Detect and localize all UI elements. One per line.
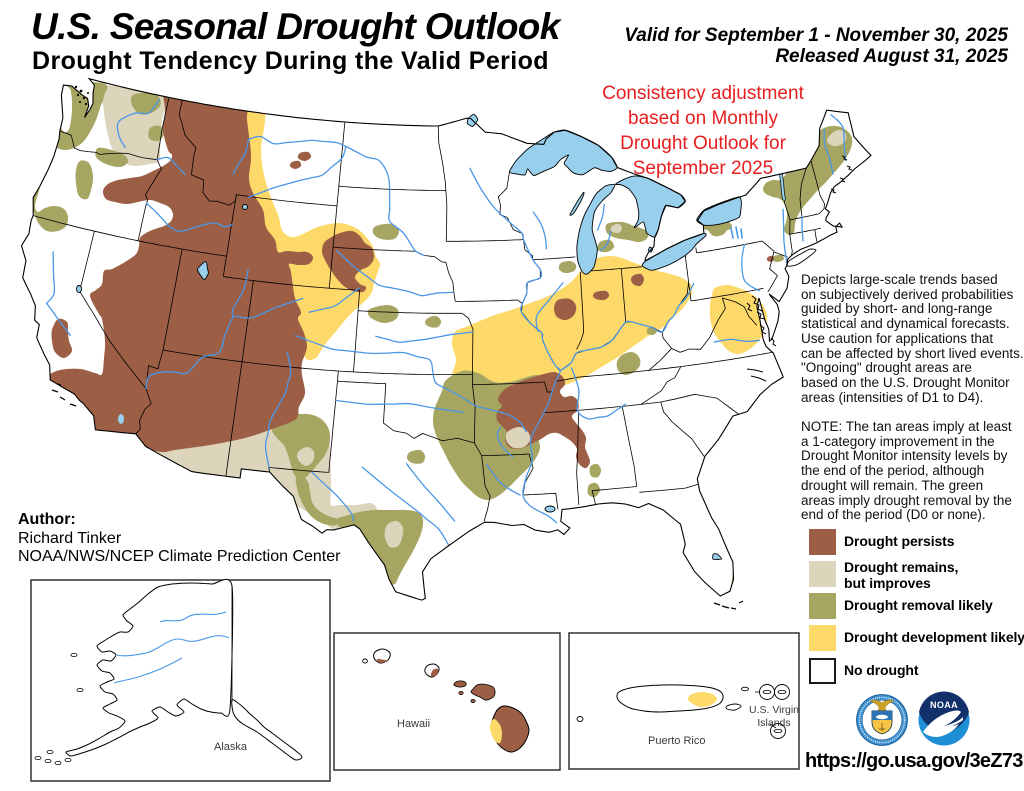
svg-text:NOAA: NOAA xyxy=(930,700,958,710)
